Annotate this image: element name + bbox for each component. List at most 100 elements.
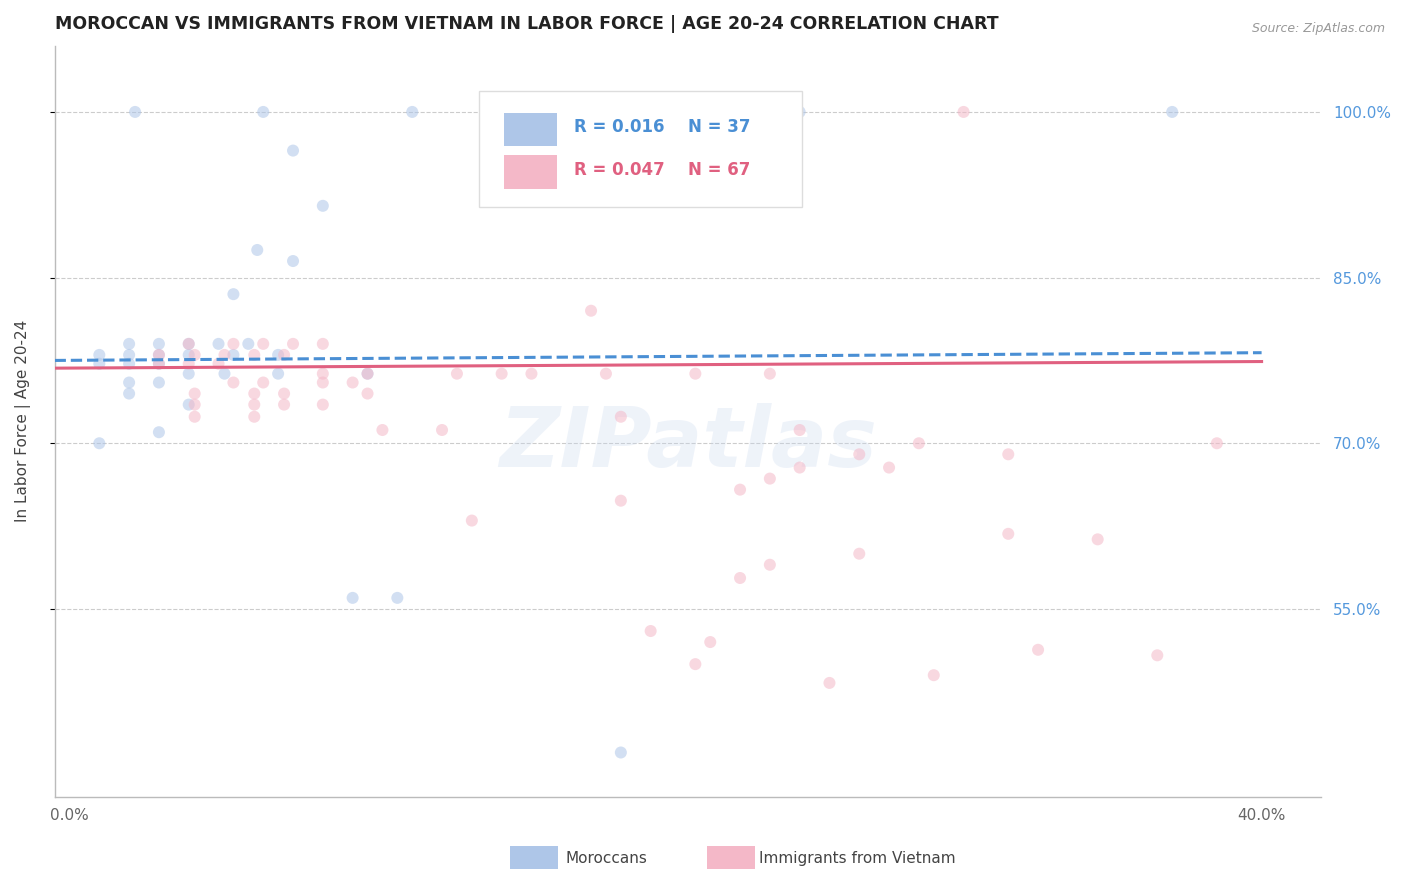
Text: N = 37: N = 37 [688,118,751,136]
Point [222,348,245,362]
Point [312,367,335,381]
Point [356,386,378,401]
Point [728,571,751,585]
Point [877,460,900,475]
Point [252,336,274,351]
Point [177,348,200,362]
Point [997,447,1019,461]
Point [89,348,111,362]
Point [177,336,200,351]
Point [267,367,290,381]
Point [252,376,274,390]
Point [610,409,633,424]
Point [520,367,543,381]
Point [640,624,662,638]
Point [430,423,453,437]
Point [183,386,205,401]
FancyBboxPatch shape [505,112,557,146]
Point [177,398,200,412]
Y-axis label: In Labor Force | Age 20-24: In Labor Force | Age 20-24 [15,320,31,523]
Point [461,514,484,528]
Point [789,460,811,475]
Point [401,104,423,119]
Point [908,436,931,450]
Point [252,104,274,119]
Point [685,367,707,381]
Point [356,367,378,381]
Point [848,547,870,561]
Point [1146,648,1168,663]
Point [89,357,111,371]
Point [207,336,229,351]
Point [177,336,200,351]
Point [281,254,304,268]
Point [1026,642,1049,657]
Point [118,376,141,390]
Point [281,336,304,351]
Point [952,104,974,119]
Point [243,409,266,424]
Point [214,367,236,381]
Point [246,243,269,257]
Point [89,436,111,450]
Point [1161,104,1184,119]
Point [148,348,170,362]
Point [207,357,229,371]
Point [148,336,170,351]
Point [610,493,633,508]
Point [848,447,870,461]
Point [238,336,260,351]
FancyBboxPatch shape [505,155,557,189]
Point [789,423,811,437]
Point [342,591,364,605]
Point [118,348,141,362]
Point [118,336,141,351]
Point [342,376,364,390]
Point [148,357,170,371]
Point [1087,533,1109,547]
Point [356,367,378,381]
Text: Immigrants from Vietnam: Immigrants from Vietnam [759,851,956,865]
Point [699,635,721,649]
Point [148,425,170,440]
Point [177,357,200,371]
Point [728,483,751,497]
Point [148,357,170,371]
Text: Moroccans: Moroccans [565,851,647,865]
Text: MOROCCAN VS IMMIGRANTS FROM VIETNAM IN LABOR FORCE | AGE 20-24 CORRELATION CHART: MOROCCAN VS IMMIGRANTS FROM VIETNAM IN L… [55,15,998,33]
Point [610,746,633,760]
Point [243,348,266,362]
Point [148,348,170,362]
Point [371,423,394,437]
Text: R = 0.016: R = 0.016 [574,118,665,136]
Point [281,144,304,158]
Point [148,376,170,390]
Point [1205,436,1227,450]
Point [273,398,295,412]
Point [312,398,335,412]
Point [312,199,335,213]
Point [183,398,205,412]
Point [759,472,782,486]
Point [922,668,945,682]
Text: Source: ZipAtlas.com: Source: ZipAtlas.com [1251,22,1385,36]
Point [222,336,245,351]
Point [818,676,841,690]
Point [579,303,602,318]
Point [183,348,205,362]
Point [243,386,266,401]
Point [118,357,141,371]
Point [222,287,245,301]
Point [446,367,468,381]
Point [312,336,335,351]
Point [491,367,513,381]
Point [387,591,409,605]
Point [759,558,782,572]
Point [124,104,146,119]
Text: ZIPatlas: ZIPatlas [499,403,877,484]
Point [222,376,245,390]
Point [243,398,266,412]
Point [759,367,782,381]
Point [267,348,290,362]
Point [214,348,236,362]
